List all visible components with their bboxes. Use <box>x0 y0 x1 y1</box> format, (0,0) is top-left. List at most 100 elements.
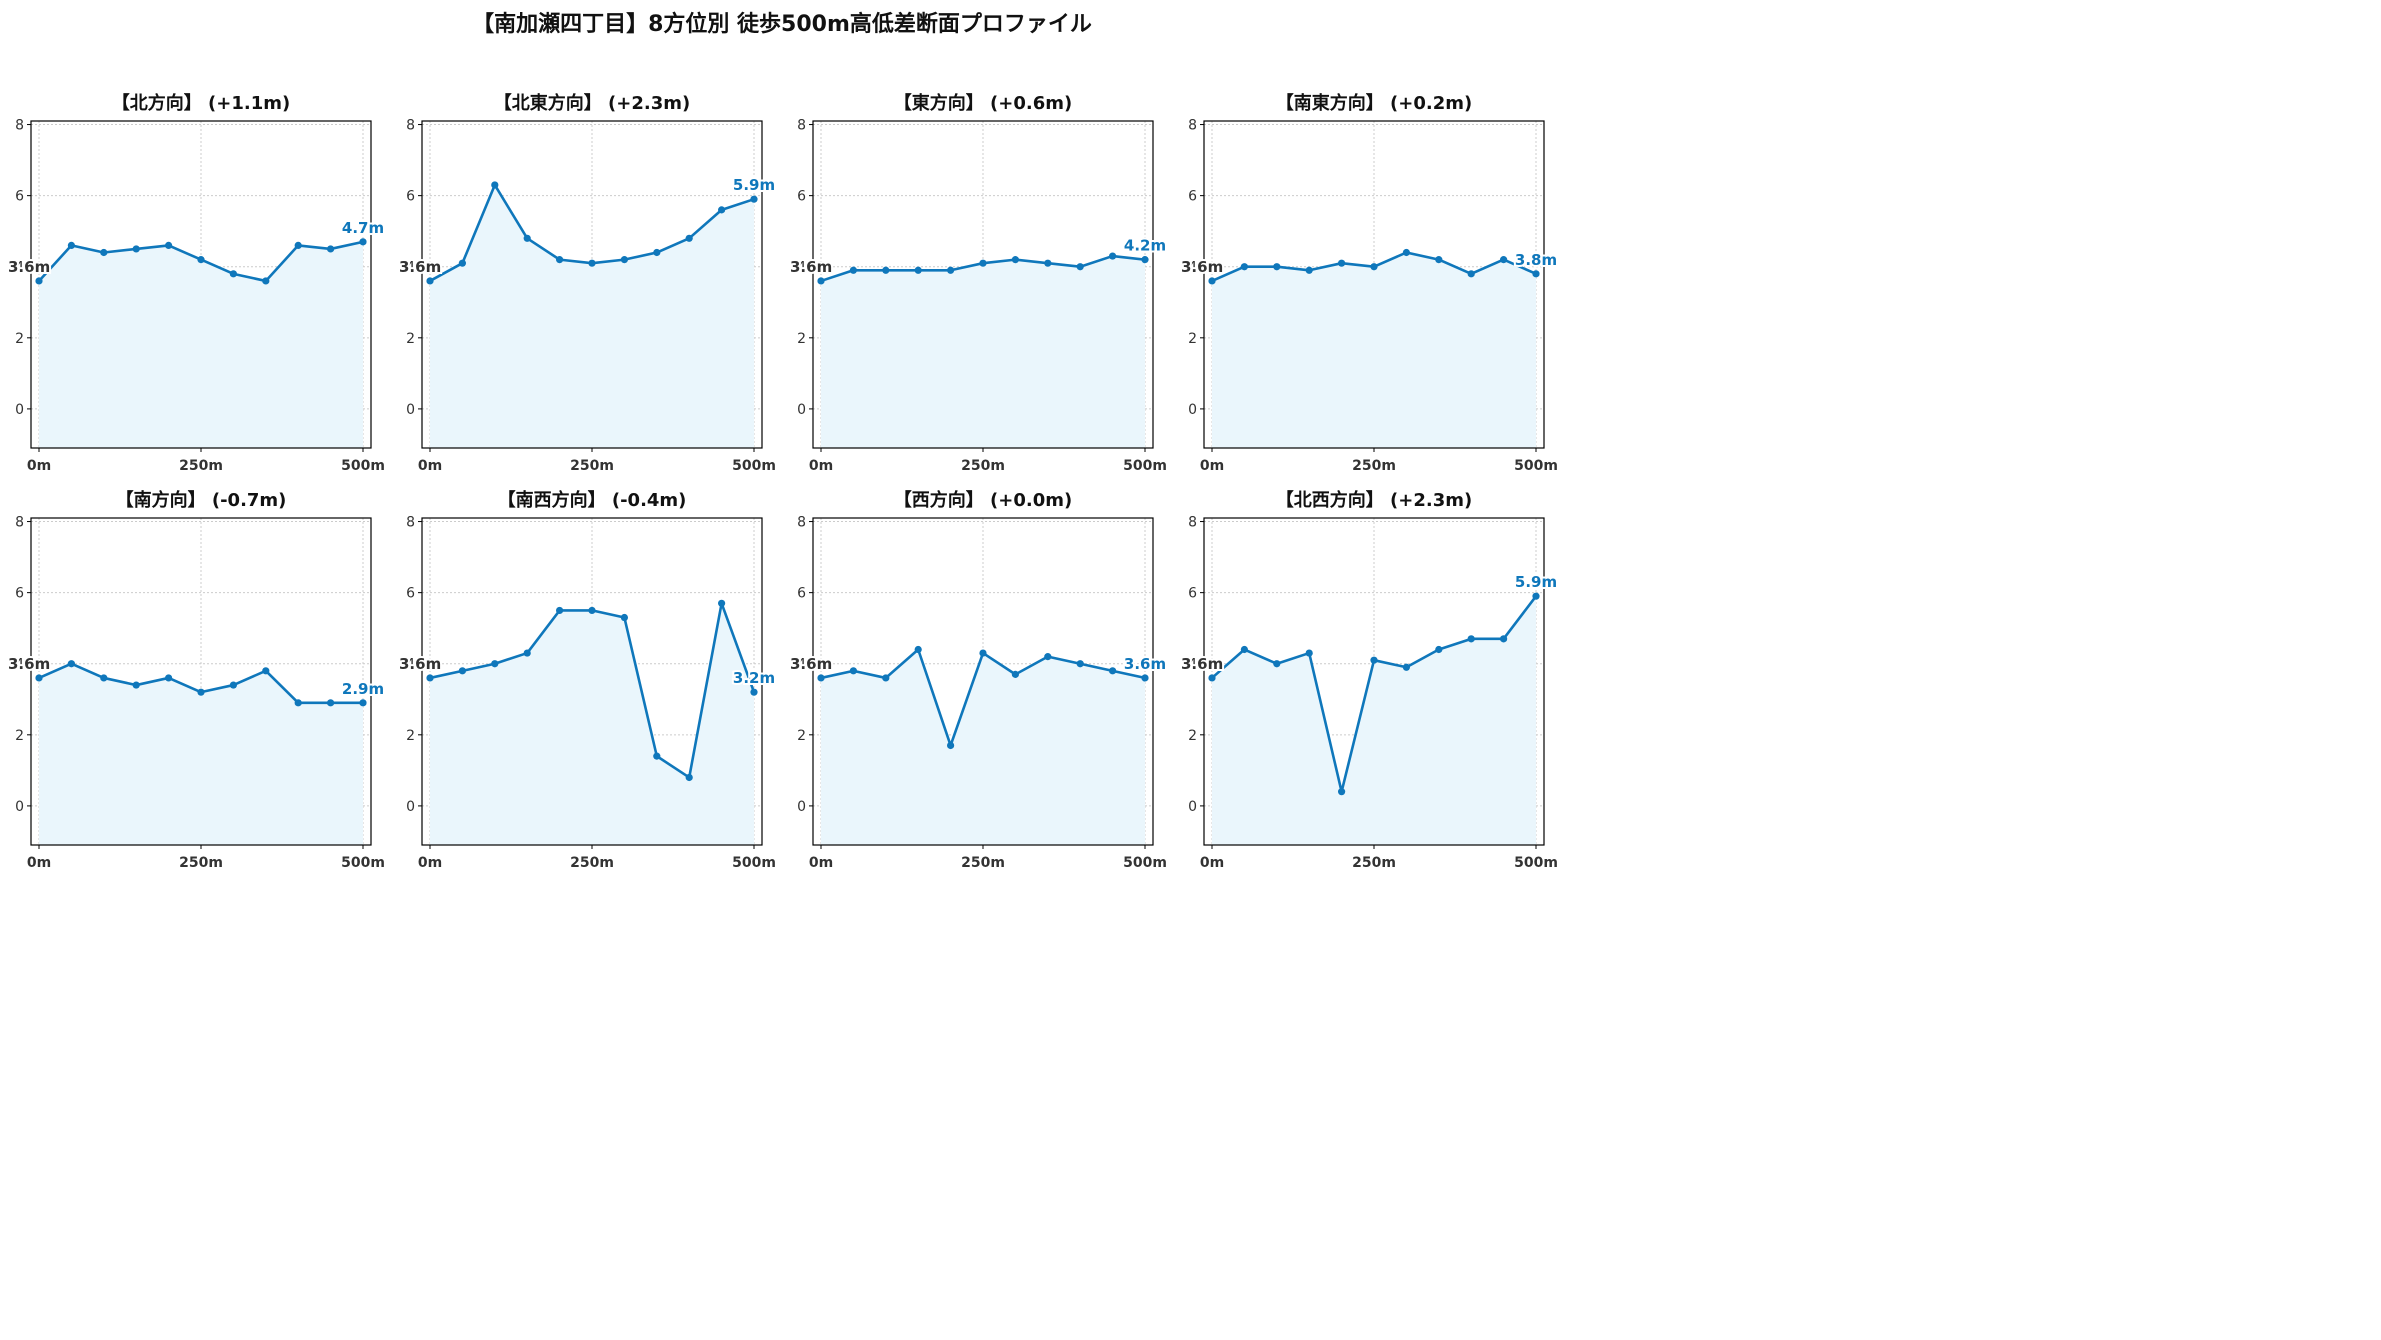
panel-5-ytick-label-0: 0 <box>15 799 24 815</box>
panel-8-ytick-label-1: 2 <box>1188 728 1197 744</box>
panel-1-end-label: 4.7m <box>342 219 384 237</box>
panel-1-xtick-label-0: 0m <box>27 458 51 474</box>
panel-7-point-5 <box>979 649 987 657</box>
panel-7-point-1 <box>849 667 858 675</box>
panel-5-point-5 <box>197 688 205 696</box>
panel-6-point-6 <box>620 613 629 622</box>
panel-8-point-2 <box>1273 660 1281 668</box>
panel-1-point-5 <box>197 256 205 264</box>
panel-6-xtick-label-1: 250m <box>570 855 614 871</box>
panel-3-xtick-label-1: 250m <box>961 458 1005 474</box>
panel-8-xtick-label-1: 250m <box>1352 855 1396 871</box>
panel-5-point-7 <box>262 667 270 675</box>
panel-5-area-fill <box>39 663 363 845</box>
panel-2-end-label: 5.9m <box>733 176 775 194</box>
panel-2-title: 【北東方向】 (+2.3m) <box>494 92 690 114</box>
panel-7-point-10 <box>1141 674 1149 682</box>
panel-6-point-10 <box>750 688 758 696</box>
panel-8-ytick-label-4: 8 <box>1188 515 1197 531</box>
panel-8-point-10 <box>1532 592 1540 600</box>
panel-2-point-6 <box>620 256 629 264</box>
panel-5-point-9 <box>327 699 335 707</box>
panel-7-point-0 <box>817 674 825 682</box>
panel-2-point-2 <box>491 181 499 189</box>
panel-1-point-1 <box>67 241 75 250</box>
panel-3-point-0 <box>817 277 825 285</box>
panel-3-end-label: 4.2m <box>1124 237 1166 255</box>
panel-2-point-1 <box>458 259 466 267</box>
panel-7-title: 【西方向】 (+0.0m) <box>894 489 1072 511</box>
panel-4-area-fill <box>1212 252 1536 448</box>
panel-6-point-9 <box>718 599 726 607</box>
panel-5-title: 【南方向】 (-0.7m) <box>116 489 287 511</box>
panel-4-point-6 <box>1402 248 1410 257</box>
panel-2-area-fill <box>430 184 754 448</box>
panel-8-xtick-label-2: 500m <box>1514 855 1558 871</box>
panel-5-ytick-label-1: 2 <box>15 728 24 744</box>
panel-8-xtick-label-0: 0m <box>1200 855 1224 871</box>
panel-2-start-label: 3.6m <box>399 258 441 276</box>
panel-2-point-0 <box>426 277 434 285</box>
panel-6-xtick-label-0: 0m <box>418 855 442 871</box>
panel-7-point-7 <box>1044 653 1052 661</box>
panel-1-point-9 <box>327 245 335 253</box>
panel-5-point-10 <box>359 699 367 707</box>
panel-3-point-5 <box>979 259 987 267</box>
panel-2-ytick-label-1: 2 <box>406 331 415 347</box>
panel-3-point-10 <box>1141 256 1149 264</box>
panel-4-point-0 <box>1208 277 1216 285</box>
panel-8-point-6 <box>1402 663 1410 671</box>
panel-1-point-2 <box>100 248 108 257</box>
panel-5-point-2 <box>100 674 108 682</box>
panel-7-point-6 <box>1011 670 1020 678</box>
panel-5-ytick-label-2: 4 <box>15 657 24 673</box>
panel-8-point-4 <box>1338 788 1346 796</box>
panel-6-xtick-label-2: 500m <box>732 855 776 871</box>
panel-4-title: 【南東方向】 (+0.2m) <box>1276 92 1472 114</box>
panel-6-ytick-label-3: 6 <box>406 586 415 602</box>
panel-3-point-4 <box>947 266 955 274</box>
panel-3-ytick-label-2: 4 <box>797 260 806 276</box>
panel-6-point-0 <box>426 674 434 682</box>
panel-8-end-label: 5.9m <box>1515 573 1557 591</box>
panel-1-point-7 <box>262 277 270 285</box>
panel-3-xtick-label-0: 0m <box>809 458 833 474</box>
panel-8-ytick-label-0: 0 <box>1188 799 1197 815</box>
panel-1-title: 【北方向】 (+1.1m) <box>112 92 290 114</box>
chart-title: 【南加瀬四丁目】8方位別 徒歩500m高低差断面プロファイル <box>472 12 1092 37</box>
panel-7-point-2 <box>882 674 890 682</box>
panel-1-ytick-label-1: 2 <box>15 331 24 347</box>
panel-5-point-8 <box>294 699 302 707</box>
panel-8-point-5 <box>1370 656 1378 664</box>
panel-4-ytick-label-4: 8 <box>1188 118 1197 134</box>
panel-8-point-8 <box>1467 635 1475 643</box>
panel-6-end-label: 3.2m <box>733 669 775 687</box>
panel-8-point-1 <box>1240 645 1248 654</box>
panel-4-ytick-label-1: 2 <box>1188 331 1197 347</box>
panel-7-ytick-label-3: 6 <box>797 586 806 602</box>
panel-2-point-8 <box>685 234 693 242</box>
panel-4-point-9 <box>1500 256 1508 264</box>
panel-2-point-5 <box>588 259 596 267</box>
panel-4-xtick-label-2: 500m <box>1514 458 1558 474</box>
panel-7-area-fill <box>821 649 1145 845</box>
panel-1-ytick-label-4: 8 <box>15 118 24 134</box>
panel-7-ytick-label-4: 8 <box>797 515 806 531</box>
panel-8-point-7 <box>1435 645 1443 654</box>
panel-2-point-4 <box>556 256 564 264</box>
panel-3-point-8 <box>1076 263 1084 271</box>
panel-6-ytick-label-0: 0 <box>406 799 415 815</box>
panel-4-point-5 <box>1370 263 1378 271</box>
panel-2-point-9 <box>718 206 726 214</box>
panel-5-point-4 <box>165 674 173 682</box>
panel-4-point-8 <box>1467 270 1475 278</box>
panel-1-area-fill <box>39 241 363 448</box>
panel-3-area-fill <box>821 256 1145 448</box>
panel-1-point-4 <box>165 241 173 250</box>
panel-2-xtick-label-1: 250m <box>570 458 614 474</box>
panel-3-ytick-label-4: 8 <box>797 118 806 134</box>
panel-7-end-label: 3.6m <box>1124 655 1166 673</box>
panel-6-point-7 <box>653 752 661 760</box>
panel-5-ytick-label-4: 8 <box>15 515 24 531</box>
